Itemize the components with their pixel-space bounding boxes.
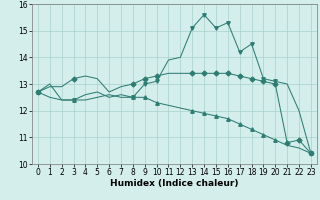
X-axis label: Humidex (Indice chaleur): Humidex (Indice chaleur)	[110, 179, 239, 188]
